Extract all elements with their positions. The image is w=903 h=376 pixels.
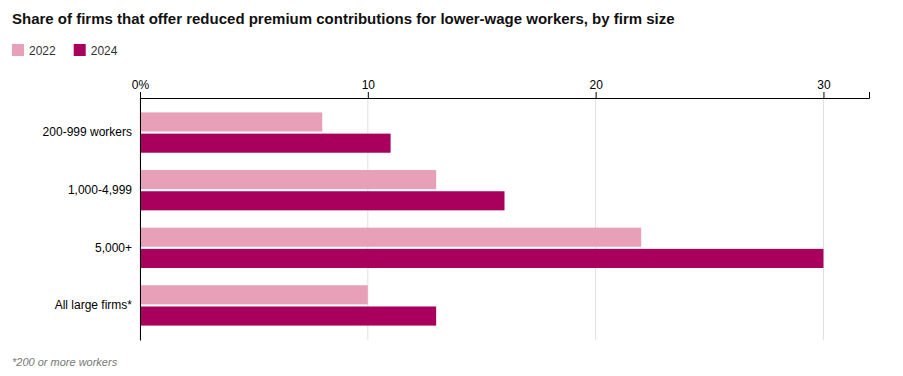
y-tick: 5,000+: [95, 241, 140, 255]
bar: [140, 112, 322, 131]
x-tick-mark: [140, 92, 141, 98]
bar-series: [140, 134, 823, 326]
x-tick-mark: [596, 92, 597, 98]
footnote: *200 or more workers: [12, 356, 118, 368]
bar-series: [140, 112, 641, 304]
grid-line: [823, 98, 824, 340]
y-tick-label: 5,000+: [95, 241, 132, 255]
legend: 2022 2024: [12, 44, 118, 58]
x-tick: 30: [817, 78, 831, 98]
x-axis-line: [141, 92, 870, 99]
bar: [140, 134, 391, 153]
bar: [140, 170, 436, 189]
x-tick: 10: [362, 78, 376, 98]
y-tick-label: 1,000-4,999: [68, 183, 132, 197]
bar: [140, 249, 823, 268]
chart-svg: Share of firms that offer reduced premiu…: [0, 0, 903, 376]
bars: [140, 112, 823, 325]
y-tick: All large firms*: [55, 298, 140, 312]
grid-line: [595, 98, 596, 340]
x-tick-label: 0%: [132, 78, 150, 92]
bar: [140, 228, 641, 247]
legend-label: 2022: [29, 44, 56, 58]
y-tick-label: All large firms*: [55, 298, 133, 312]
grid: [140, 98, 823, 340]
legend-label: 2024: [91, 44, 118, 58]
y-axis-line: [140, 99, 141, 341]
x-tick-label: 20: [589, 78, 603, 92]
x-axis: 0% 10 20 30: [132, 78, 870, 99]
x-tick-mark: [368, 92, 369, 98]
y-axis: 200-999 workers 1,000-4,999 5,000+ All larg…: [43, 99, 141, 341]
x-tick-mark: [823, 92, 824, 98]
x-tick-label: 10: [362, 78, 376, 92]
title: Share of firms that offer reduced premiu…: [12, 10, 675, 27]
y-tick: 200-999 workers: [43, 125, 140, 139]
grid-line: [140, 98, 141, 340]
bar: [140, 191, 505, 210]
plot: 0% 10 20 30 200-999 workers 1,000-4,999 5,000+…: [43, 78, 870, 341]
bar: [140, 306, 436, 325]
legend-swatch: [12, 44, 24, 56]
legend-swatch: [74, 44, 86, 56]
chart-container: Share of firms that offer reduced premiu…: [0, 0, 903, 376]
legend-item: 2022: [12, 44, 56, 58]
x-tick: 0%: [132, 78, 150, 98]
y-tick: 1,000-4,999: [68, 183, 140, 197]
y-tick-label: 200-999 workers: [43, 125, 132, 139]
x-tick: 20: [589, 78, 603, 98]
legend-item: 2024: [74, 44, 118, 58]
x-tick-label: 30: [817, 78, 831, 92]
bar: [140, 285, 368, 304]
